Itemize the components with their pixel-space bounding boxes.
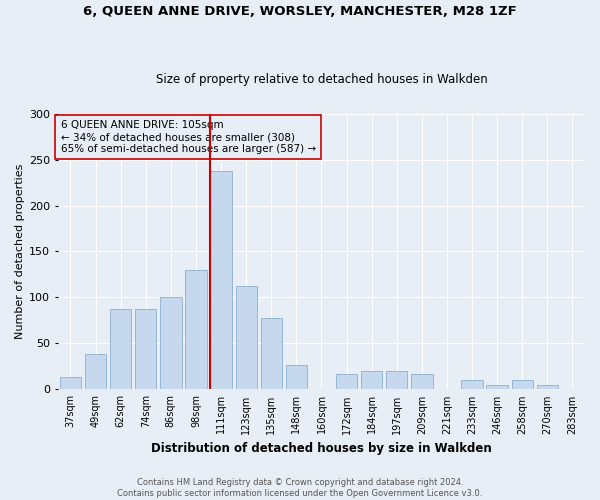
Bar (386, 371, 407, 390)
Bar (260, 318, 282, 390)
Text: 6, QUEEN ANNE DRIVE, WORSLEY, MANCHESTER, M28 1ZF: 6, QUEEN ANNE DRIVE, WORSLEY, MANCHESTER… (83, 5, 517, 18)
Text: 6 QUEEN ANNE DRIVE: 105sqm
← 34% of detached houses are smaller (308)
65% of sem: 6 QUEEN ANNE DRIVE: 105sqm ← 34% of deta… (61, 120, 316, 154)
Bar (536, 385, 558, 390)
Bar (286, 364, 307, 390)
Bar (211, 170, 232, 390)
Bar (60, 378, 81, 390)
Bar (85, 354, 106, 390)
Text: Contains HM Land Registry data © Crown copyright and database right 2024.
Contai: Contains HM Land Registry data © Crown c… (118, 478, 482, 498)
Bar (185, 270, 206, 390)
Bar (160, 296, 182, 390)
Title: Size of property relative to detached houses in Walkden: Size of property relative to detached ho… (155, 73, 487, 86)
Bar (236, 286, 257, 390)
Bar (487, 385, 508, 390)
Bar (135, 308, 157, 390)
Bar (512, 380, 533, 390)
Bar (336, 374, 357, 390)
Bar (461, 380, 483, 390)
Bar (361, 371, 382, 390)
Bar (110, 308, 131, 390)
X-axis label: Distribution of detached houses by size in Walkden: Distribution of detached houses by size … (151, 442, 492, 455)
Y-axis label: Number of detached properties: Number of detached properties (15, 164, 25, 339)
Bar (411, 374, 433, 390)
